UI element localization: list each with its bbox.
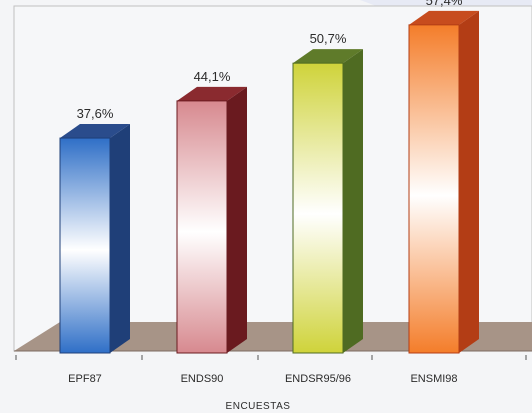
- bar-endsr95-96: [292, 49, 363, 354]
- bar-front-face: [59, 137, 111, 354]
- bar-value-label: 50,7%: [310, 31, 347, 46]
- bar-top-face: [409, 10, 479, 25]
- bar-top-face: [60, 124, 130, 139]
- category-tick-label: ENDSR95/96: [285, 373, 351, 385]
- bar-front-face: [176, 100, 228, 354]
- bar-side-face: [459, 10, 479, 353]
- bar-front-face: [408, 24, 460, 354]
- bar-ensmi98: [408, 10, 479, 354]
- bar-ends90: [176, 86, 247, 354]
- bar-side-face: [227, 86, 247, 354]
- bar-top-face: [293, 49, 363, 64]
- category-tick-label: ENDS90: [181, 373, 224, 385]
- bar-top-face: [177, 86, 247, 101]
- bar-epf87: [59, 124, 130, 354]
- category-tick-label: EPF87: [68, 373, 102, 385]
- x-axis-ticks: [15, 355, 527, 360]
- bar-value-label: 44,1%: [194, 69, 231, 84]
- bar-side-face: [110, 124, 130, 353]
- category-tick-label: ENSMI98: [410, 373, 457, 385]
- category-labels: EPF87 ENDS90 ENDSR95/96 ENSMI98: [68, 373, 457, 385]
- bar-value-label: 37,6%: [77, 106, 114, 121]
- bar-side-face: [343, 49, 363, 353]
- bars-group: [59, 10, 479, 354]
- bar-value-label: 57,4%: [426, 0, 463, 8]
- chart-floor: [14, 322, 532, 351]
- bar-front-face: [292, 62, 344, 354]
- value-labels: 37,6% 44,1% 50,7% 57,4%: [77, 0, 463, 121]
- x-axis-title: ENCUESTAS: [226, 401, 291, 412]
